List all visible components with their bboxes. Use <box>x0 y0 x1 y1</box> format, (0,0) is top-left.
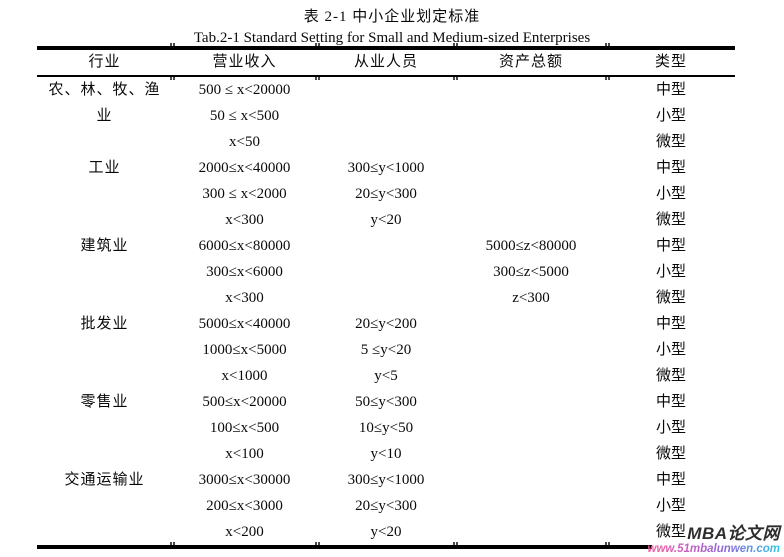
revenue-cell: x<200 <box>225 524 264 540</box>
type-cell: 微型 <box>655 134 686 150</box>
type-cell: 微型 <box>655 290 686 306</box>
type-cell: 微型 <box>655 524 686 540</box>
revenue-cell: 1000≤x<5000 <box>202 342 287 358</box>
type-cell: 中型 <box>655 160 686 176</box>
type-cell: 小型 <box>655 498 686 514</box>
type-cell: 小型 <box>655 186 686 202</box>
employees-cell: 5 ≤y<20 <box>360 342 412 358</box>
industry-cell: 零售业 <box>80 394 129 410</box>
revenue-cell: 2000≤x<40000 <box>198 160 291 176</box>
assets-cell: z<300 <box>512 290 550 306</box>
watermark-brand: MBA论文网 <box>687 524 780 544</box>
employees-cell: y<20 <box>370 524 402 540</box>
revenue-cell: 3000≤x<30000 <box>198 472 291 488</box>
table-header-row: 行业 营业收入 从业人员 资产总额 类型 <box>37 50 735 75</box>
assets-cell <box>455 415 607 441</box>
type-cell: 中型 <box>655 394 686 410</box>
type-cell: 小型 <box>655 108 686 124</box>
header-bottom-rule <box>37 75 735 77</box>
assets-cell <box>455 363 607 389</box>
revenue-cell: 300 ≤ x<2000 <box>202 186 287 202</box>
type-cell: 小型 <box>655 420 686 436</box>
column-header-type: 类型 <box>654 54 687 70</box>
table-top-rule <box>37 46 735 50</box>
type-cell: 中型 <box>655 238 686 254</box>
column-header-revenue: 营业收入 <box>212 54 277 70</box>
industry-cell: 批发业 <box>80 316 129 332</box>
employees-cell: 20≤y<200 <box>355 316 417 332</box>
industry-cell: 农、林、牧、渔业 <box>48 82 161 124</box>
assets-cell <box>455 155 607 181</box>
revenue-cell: 500≤x<20000 <box>202 394 287 410</box>
type-cell: 小型 <box>655 264 686 280</box>
assets-cell <box>455 129 607 155</box>
assets-cell <box>455 389 607 415</box>
employees-cell: 50≤y<300 <box>355 394 417 410</box>
revenue-cell: x<300 <box>225 212 264 228</box>
assets-cell <box>455 337 607 363</box>
employees-cell: 10≤y<50 <box>358 420 414 436</box>
column-header-industry: 行业 <box>88 54 121 70</box>
employees-cell <box>317 233 455 259</box>
employees-cell: 300≤y<1000 <box>347 160 425 176</box>
table-body: 农、林、牧、渔业 500 ≤ x<20000 中型 50 ≤ x<500 小型 x<50 微… <box>37 77 735 545</box>
employees-cell: y<10 <box>370 446 402 462</box>
table-title-cn: 表 2-1 中小企业划定标准 <box>303 9 481 25</box>
assets-cell <box>455 77 607 103</box>
table-title-en: Tab.2-1 Standard Setting for Small and M… <box>193 30 591 46</box>
employees-cell: y<5 <box>374 368 398 384</box>
sme-standard-table: 行业 营业收入 从业人员 资产总额 类型 农、林、牧、渔业 500 ≤ x<200… <box>37 43 735 549</box>
type-cell: 微型 <box>655 212 686 228</box>
revenue-cell: x<1000 <box>221 368 268 384</box>
revenue-cell: 200≤x<3000 <box>206 498 283 514</box>
revenue-cell: 300≤x<6000 <box>206 264 283 280</box>
assets-cell: 5000≤z<80000 <box>485 238 577 254</box>
type-cell: 小型 <box>655 342 686 358</box>
watermark-url: www.51mbalunwen.com <box>647 542 781 555</box>
employees-cell <box>317 129 455 155</box>
revenue-cell: x<50 <box>229 134 260 150</box>
type-cell: 中型 <box>655 472 686 488</box>
type-cell: 中型 <box>655 82 686 98</box>
type-cell: 微型 <box>655 368 686 384</box>
assets-cell <box>455 493 607 519</box>
assets-cell <box>455 181 607 207</box>
type-cell: 微型 <box>655 446 686 462</box>
employees-cell: 20≤y<300 <box>355 186 417 202</box>
employees-cell: y<20 <box>370 212 402 228</box>
assets-cell: 300≤z<5000 <box>493 264 569 280</box>
revenue-cell: x<100 <box>225 446 264 462</box>
employees-cell <box>317 103 455 129</box>
employees-cell: 20≤y<300 <box>355 498 417 514</box>
industry-cell: 建筑业 <box>80 238 129 254</box>
industry-cell: 工业 <box>88 160 121 176</box>
assets-cell <box>455 207 607 233</box>
revenue-cell: 6000≤x<80000 <box>198 238 291 254</box>
employees-cell <box>317 77 455 103</box>
column-header-assets: 资产总额 <box>498 54 563 70</box>
revenue-cell: 50 ≤ x<500 <box>209 108 280 124</box>
type-cell: 中型 <box>655 316 686 332</box>
revenue-cell: 100≤x<500 <box>209 420 280 436</box>
assets-cell <box>455 103 607 129</box>
column-header-employees: 从业人员 <box>353 54 418 70</box>
table-bottom-rule <box>37 545 652 549</box>
revenue-cell: 5000≤x<40000 <box>198 316 291 332</box>
industry-cell: 交通运输业 <box>64 472 145 488</box>
watermark: MBA论文网 www.51mbalunwen.com <box>648 525 781 555</box>
revenue-cell: x<300 <box>225 290 264 306</box>
assets-cell <box>455 519 607 545</box>
assets-cell <box>455 311 607 337</box>
assets-cell <box>455 441 607 467</box>
revenue-cell: 500 ≤ x<20000 <box>198 82 291 98</box>
assets-cell <box>455 467 607 493</box>
employees-cell: 300≤y<1000 <box>347 472 425 488</box>
employees-cell <box>317 285 455 311</box>
employees-cell <box>317 259 455 285</box>
